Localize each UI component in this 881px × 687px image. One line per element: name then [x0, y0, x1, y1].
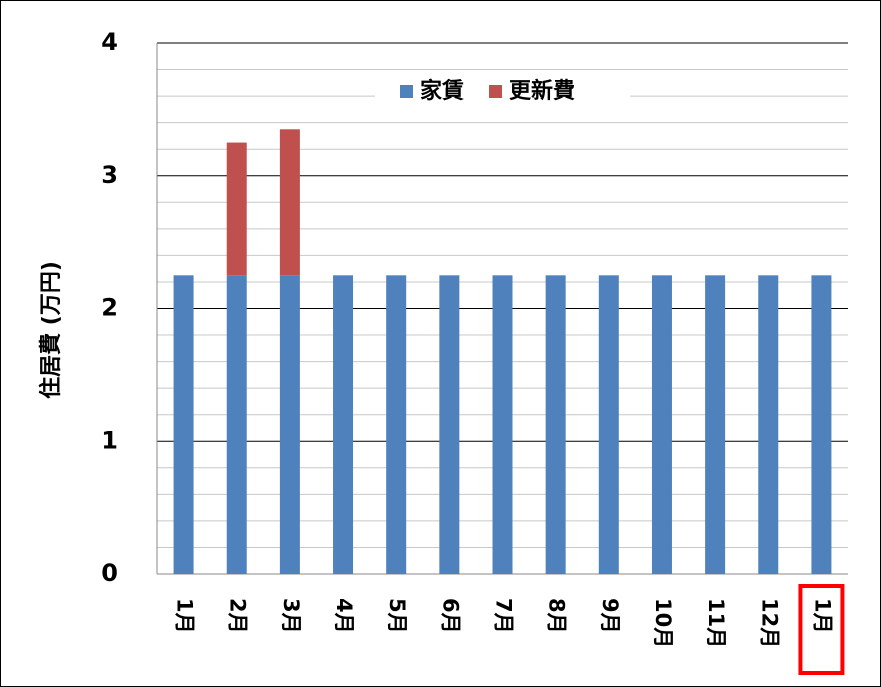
y-axis-label: 住居費 (万円) [38, 261, 64, 399]
bar-segment [811, 275, 832, 574]
bar-segment [279, 129, 300, 276]
x-tick-label: 1月 [173, 598, 197, 634]
bar-segment [545, 275, 566, 574]
x-tick-label: 7月 [492, 598, 516, 634]
y-tick-label: 0 [101, 559, 118, 587]
bar-segment [386, 275, 407, 574]
bar-segment [226, 142, 247, 276]
y-tick-label: 1 [101, 426, 118, 454]
x-tick-label: 11月 [704, 598, 728, 648]
bar-segment [173, 275, 194, 574]
x-tick-label: 10月 [651, 598, 675, 648]
x-tick-label: 8月 [545, 598, 569, 634]
y-tick-label: 3 [101, 161, 118, 189]
x-tick-label: 5月 [385, 598, 409, 634]
x-tick-label: 6月 [438, 598, 462, 634]
y-tick-label: 4 [101, 28, 118, 56]
highlight-box [798, 584, 845, 675]
legend-box [375, 72, 630, 112]
legend-label: 家賃 [420, 78, 464, 104]
legend-swatch [400, 85, 413, 98]
bar-segment [439, 275, 460, 574]
bar-segment [651, 275, 672, 574]
bar-segment [226, 275, 247, 574]
bar-segment [705, 275, 726, 574]
x-tick-label: 9月 [598, 598, 622, 634]
bar-segment [492, 275, 513, 574]
x-tick-label: 4月 [332, 598, 356, 634]
x-tick-label: 12月 [757, 598, 781, 648]
bar-segment [598, 275, 619, 574]
legend-swatch [489, 85, 503, 98]
bar-segment [333, 275, 354, 574]
legend-label: 更新費 [509, 78, 575, 104]
x-tick-label: 2月 [226, 598, 250, 634]
x-tick-label: 1月 [810, 598, 834, 634]
bar-segment [758, 275, 779, 574]
bar-segment [279, 275, 300, 574]
y-tick-label: 2 [101, 294, 118, 322]
x-tick-label: 3月 [279, 598, 303, 634]
